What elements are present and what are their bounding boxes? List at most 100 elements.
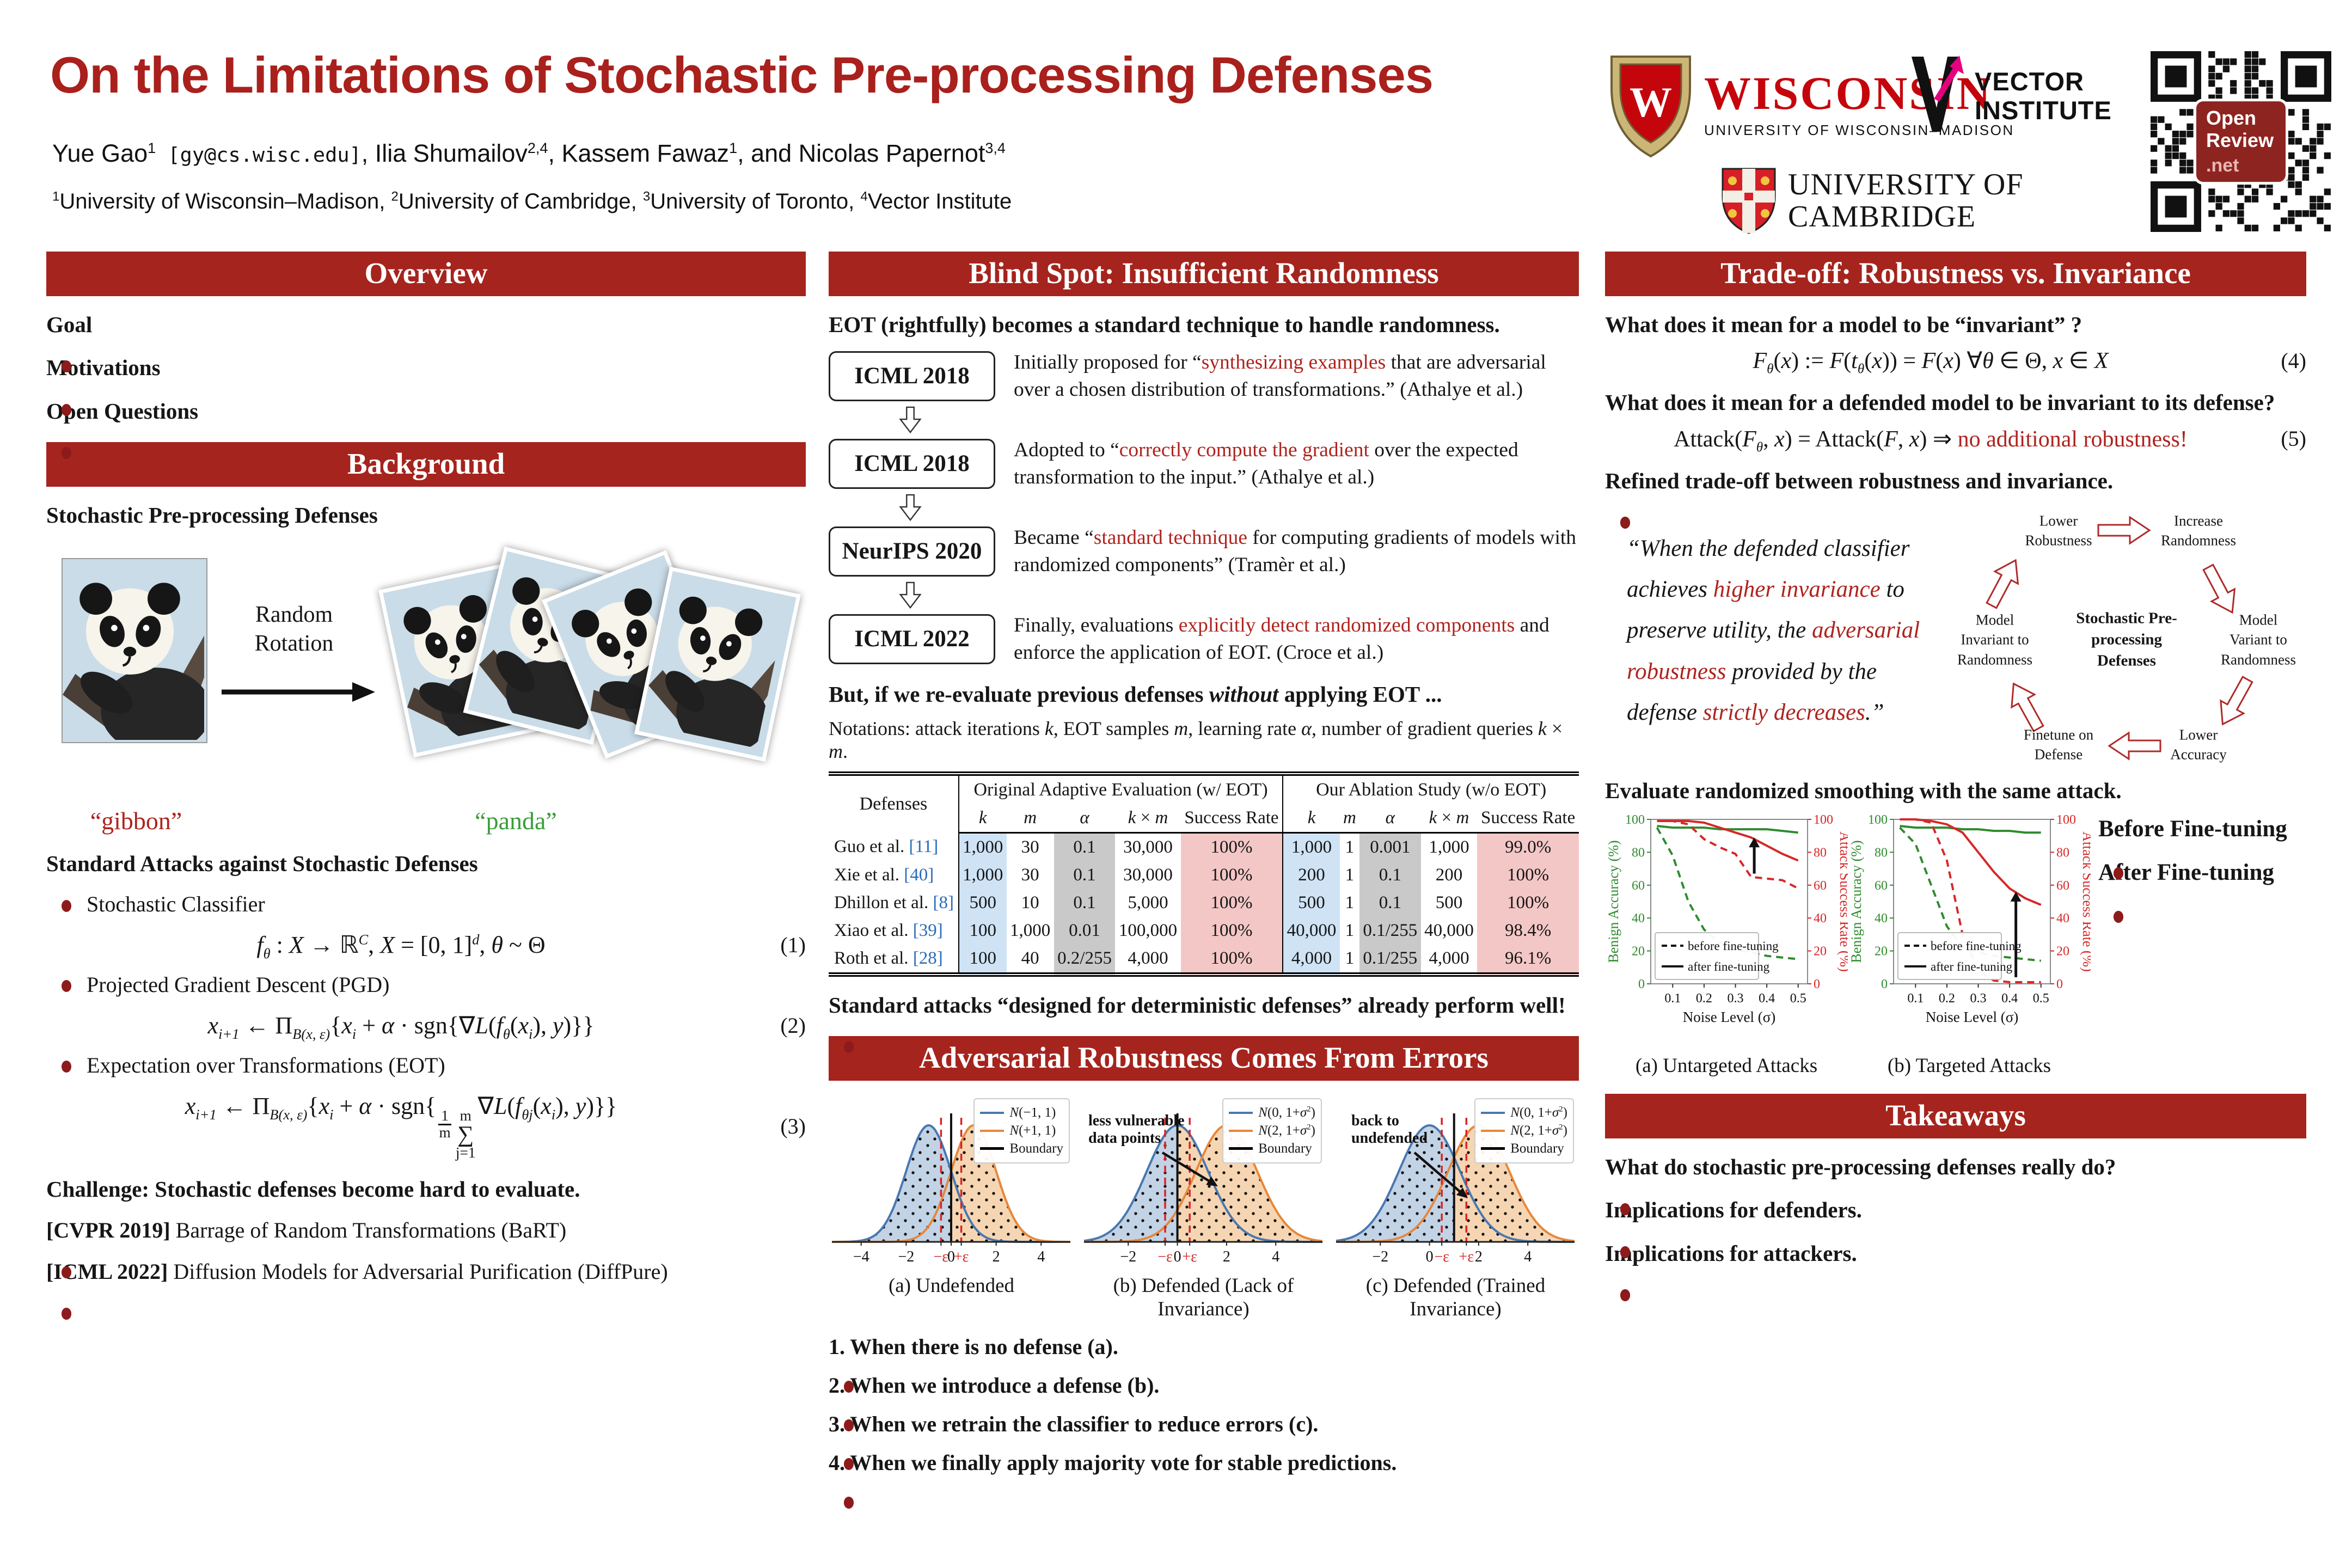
- openreview-qr-code: Open Review .net: [2146, 47, 2336, 236]
- svg-text:0.5: 0.5: [1790, 991, 1806, 1006]
- cycle-node: Increase Randomness: [2161, 512, 2236, 549]
- svg-text:0.5: 0.5: [2033, 991, 2049, 1006]
- prior-work: [CVPR 2019] Barrage of Random Transforma…: [46, 1216, 806, 1279]
- random-rotation-label: Random Rotation: [254, 602, 334, 656]
- group-heading: Implications for attackers.: [1605, 1240, 1857, 1266]
- attack-item: Stochastic Classifier fθ : X → ℝC, X = […: [46, 889, 806, 960]
- table-row: Guo et al. [11] 1,000 30 0.1 30,000 100%…: [829, 832, 1579, 861]
- gibbon-label: “gibbon”: [90, 807, 182, 835]
- timeline-item: NeurIPS 2020 Became “standard technique …: [829, 524, 1579, 609]
- background-subheading: Stochastic Pre-processing Defenses: [46, 502, 378, 528]
- work-title: [ICML 2022] Diffusion Models for Adversa…: [46, 1259, 668, 1284]
- takeaway-groups: What do stochastic pre-processing defens…: [1605, 1153, 2306, 1302]
- svg-text:20: 20: [1875, 945, 1888, 959]
- svg-text:60: 60: [1632, 879, 1645, 893]
- gaussian-figure: −4 −2 −ε 0 +ε 2 4 N(−1, 1) N(+1, 1) Boundary (a)…: [829, 1095, 1579, 1321]
- refined-heading: Refined trade-off between robustness and…: [1605, 468, 2114, 493]
- down-arrow-icon: [899, 407, 922, 434]
- error-step: 4. When we finally apply majority vote f…: [829, 1450, 1579, 1509]
- untargeted-attacks-chart: 0 0 20 20 40 40 60 60 80 80 100 100 0.1 0.2 0.3 0.4 0.5 N…: [1606, 813, 1853, 1025]
- cycle-arrow-icon: [2220, 676, 2253, 726]
- cambridge-logo: UNIVERSITY OF CAMBRIDGE: [1720, 167, 2023, 235]
- svg-text:−2: −2: [898, 1248, 914, 1265]
- svg-text:0.3: 0.3: [1970, 991, 1987, 1006]
- bullet-item: Expectation over Transformations (EOT): [46, 1050, 806, 1081]
- svg-text:100: 100: [1814, 813, 1833, 827]
- svg-text:+ε: +ε: [954, 1248, 969, 1265]
- svg-text:0: 0: [947, 1248, 955, 1265]
- cycle-node: Finetune on Defense: [2023, 726, 2094, 763]
- table-row: Xie et al. [40] 1,000 30 0.1 30,000 100%…: [829, 861, 1579, 889]
- untargeted-chartbox: 0 0 20 20 40 40 60 60 80 80 100 100 0.1 0.2 0.3 0.4 0.5 N…: [1605, 812, 1853, 1077]
- timeline-item: ICML 2018 Adopted to “correctly compute …: [829, 437, 1579, 522]
- svg-text:before fine-tuning: before fine-tuning: [1931, 939, 2022, 953]
- theorem-quote: “When the defended classifier achieves h…: [1627, 535, 1920, 725]
- svg-text:80: 80: [1632, 846, 1645, 860]
- svg-text:40: 40: [1814, 911, 1827, 926]
- svg-text:4: 4: [1037, 1248, 1045, 1265]
- blindspot-intro: EOT (rightfully) becomes a standard tech…: [829, 312, 1500, 337]
- gauss-panel-a: −4 −2 −ε 0 +ε 2 4 N(−1, 1) N(+1, 1) Boundary (a)…: [829, 1095, 1074, 1321]
- smoothing-charts: 0 0 20 20 40 40 60 60 80 80 100 100 0.1 0.2 0.3 0.4 0.5 N…: [1605, 812, 2306, 1077]
- svg-text:after fine-tuning: after fine-tuning: [1931, 960, 2013, 973]
- table-group2-header: Our Ablation Study (w/o EOT): [1282, 773, 1579, 804]
- svg-text:Attack Success Rate (%): Attack Success Rate (%): [1837, 831, 1848, 972]
- error-step: 3. When we retrain the classifier to red…: [829, 1411, 1579, 1471]
- citation: [28]: [912, 948, 943, 968]
- invariant-question: What does it mean for a model to be “inv…: [1605, 312, 2082, 337]
- error-steps: 1. When there is no defense (a). 2. When…: [829, 1334, 1579, 1509]
- cycle-node: Model Variant to Randomness: [2221, 611, 2296, 668]
- legend-entry: N(+1, 1): [980, 1123, 1063, 1138]
- table-group1-header: Original Adaptive Evaluation (w/ EOT): [958, 773, 1283, 804]
- svg-text:2: 2: [1475, 1248, 1483, 1265]
- svg-text:40: 40: [2056, 911, 2069, 926]
- svg-text:−ε: −ε: [934, 1248, 949, 1265]
- svg-text:after fine-tuning: after fine-tuning: [1688, 960, 1770, 973]
- takeaway-group: Implications for attackers.: [1605, 1239, 2306, 1302]
- figure-labels: “gibbon” “panda”: [46, 806, 806, 835]
- notations-line: Notations: attack iterations k, EOT samp…: [829, 717, 1563, 762]
- svg-text:+ε: +ε: [1182, 1248, 1197, 1265]
- svg-text:0: 0: [1426, 1248, 1434, 1265]
- svg-text:80: 80: [1875, 846, 1888, 860]
- work-title: [CVPR 2019] Barrage of Random Transforma…: [46, 1218, 567, 1243]
- svg-text:+ε: +ε: [1459, 1248, 1474, 1265]
- svg-text:100: 100: [2056, 813, 2076, 827]
- cambridge-wordmark: UNIVERSITY OF CAMBRIDGE: [1788, 168, 2024, 234]
- equation-row: fθ : X → ℝC, X = [0, 1]d, θ ~ Θ (1): [46, 931, 806, 960]
- timeline-item: ICML 2022 Finally, evaluations explicitl…: [829, 612, 1579, 666]
- vector-institute-logo: VECTOR INSTITUTE: [1908, 52, 2112, 134]
- svg-text:Attack Success Rate (%): Attack Success Rate (%): [2080, 831, 2091, 972]
- legend: N(−1, 1) N(+1, 1) Boundary: [973, 1098, 1070, 1163]
- overview-group: Motivations: [46, 353, 806, 416]
- svg-text:40: 40: [1632, 911, 1645, 926]
- overview-group: Open Questions: [46, 397, 806, 460]
- svg-text:−4: −4: [853, 1248, 869, 1265]
- svg-text:before fine-tuning: before fine-tuning: [1688, 939, 1779, 953]
- equation-row: xi+1 ← ΠB(x, ε){xi + α · sgn{1 m m ∑ j=1 ∇L(f…: [46, 1092, 806, 1161]
- svg-text:Benign Accuracy (%): Benign Accuracy (%): [1606, 841, 1621, 963]
- wisconsin-crest-icon: W: [1610, 56, 1691, 158]
- svg-text:−2: −2: [1372, 1248, 1388, 1265]
- cycle-arrow-icon: [2097, 516, 2151, 545]
- panel-caption: (a) Undefended: [888, 1274, 1015, 1297]
- poster-affiliations: 1University of Wisconsin–Madison, 2Unive…: [52, 189, 1012, 213]
- svg-text:60: 60: [1875, 879, 1888, 893]
- vector-v-icon: [1912, 56, 1964, 132]
- svg-text:−ε: −ε: [1434, 1248, 1449, 1265]
- table-row: Xiao et al. [39] 100 1,000 0.01 100,000 …: [829, 916, 1579, 945]
- timeline-text: Became “standard technique for computing…: [1014, 526, 1577, 576]
- svg-text:−2: −2: [1120, 1248, 1136, 1265]
- svg-text:−ε: −ε: [1157, 1248, 1173, 1265]
- table-row: Dhillon et al. [8] 500 10 0.1 5,000 100%…: [829, 889, 1579, 917]
- section-bar-takeaways: Takeaways: [1605, 1094, 2306, 1139]
- svg-text:0.1: 0.1: [1664, 991, 1681, 1006]
- ablation-table: Defenses Original Adaptive Evaluation (w…: [829, 771, 1579, 977]
- legend-entry: N(2, 1+σ2): [1481, 1123, 1567, 1138]
- cycle-arrows: [1986, 516, 2253, 761]
- equation: xi+1 ← ΠB(x, ε){xi + α · sgn{1 m m ∑ j=1 ∇L(f…: [185, 1092, 617, 1161]
- equation-row: Fθ(x) := F(tθ(x)) = F(x) ∀θ ∈ Θ, x ∈ X (…: [1605, 347, 2306, 376]
- overview-group: Goal: [46, 310, 806, 373]
- group-heading: What do stochastic pre-processing defens…: [1605, 1154, 2116, 1180]
- svg-text:80: 80: [1814, 846, 1827, 860]
